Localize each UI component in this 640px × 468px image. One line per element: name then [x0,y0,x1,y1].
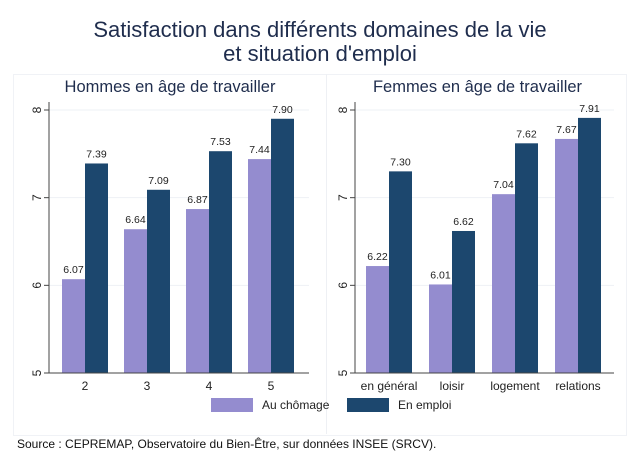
x-tick-label-hommes: 2 [82,379,89,393]
x-tick-label-femmes: logement [490,379,540,393]
panel-title-hommes: Hommes en âge de travailler [64,78,276,96]
y-tick-label-hommes: 8 [30,106,44,113]
data-label-femmes: 6.22 [367,251,388,263]
legend-item-au-chomage: Au chômage [211,398,329,412]
x-tick-label-hommes: 4 [206,379,213,393]
bar-femmes-au-chomage [555,138,578,373]
y-tick-label-femmes: 7 [336,194,350,201]
legend-item-en-emploi: En emploi [347,398,451,412]
panel-separator [326,74,327,434]
legend-swatch-au-chomage [211,398,253,412]
bar-hommes-en-emploi [209,151,232,373]
y-tick-label-hommes: 6 [30,282,44,289]
data-label-hommes: 7.44 [249,144,270,156]
chart-title-line-1: Satisfaction dans différents domaines de… [93,17,547,42]
y-tick-label-hommes: 7 [30,194,44,201]
data-label-femmes: 7.04 [493,179,514,191]
source-note: Source : CEPREMAP, Observatoire du Bien-… [17,437,437,451]
bar-femmes-au-chomage [429,284,452,373]
x-tick-label-femmes: en général [361,379,418,393]
x-tick-label-femmes: relations [555,379,600,393]
bar-femmes-en-emploi [452,230,475,373]
legend-swatch-en-emploi [347,398,389,412]
data-label-femmes: 6.62 [453,216,474,228]
legend-label-au-chomage: Au chômage [262,398,330,412]
y-tick-label-hommes: 5 [30,369,44,376]
data-label-femmes: 7.67 [556,124,577,136]
data-label-femmes: 6.01 [430,269,451,281]
y-tick-label-femmes: 5 [336,369,350,376]
data-label-femmes: 7.30 [390,156,411,168]
legend: Au chômage En emploi [0,398,640,418]
data-label-hommes: 6.87 [187,194,208,206]
bar-hommes-au-chomage [124,229,147,373]
bar-femmes-au-chomage [492,194,515,373]
y-tick-label-femmes: 6 [336,282,350,289]
legend-label-en-emploi: En emploi [398,398,452,412]
bar-hommes-en-emploi [147,189,170,373]
bar-hommes-en-emploi [271,118,294,374]
data-label-hommes: 6.64 [125,214,146,226]
x-tick-label-femmes: loisir [440,379,465,393]
y-tick-label-femmes: 8 [336,106,350,113]
bar-femmes-en-emploi [389,171,412,373]
data-label-femmes: 7.62 [516,128,537,140]
x-tick-label-hommes: 3 [144,379,151,393]
data-label-hommes: 7.53 [210,136,231,148]
bar-hommes-au-chomage [248,159,271,373]
data-label-hommes: 7.39 [86,148,107,160]
bar-hommes-au-chomage [186,209,209,373]
bar-femmes-au-chomage [366,266,389,373]
x-tick-label-hommes: 5 [268,379,275,393]
data-label-hommes: 7.90 [272,104,293,116]
chart-title-line-2: et situation d'emploi [223,41,417,66]
chart-title: Satisfaction dans différents domaines de… [0,18,640,66]
bar-femmes-en-emploi [515,143,538,373]
data-label-hommes: 7.09 [148,175,169,187]
bar-hommes-au-chomage [62,279,85,373]
bar-femmes-en-emploi [578,117,601,373]
data-label-femmes: 7.91 [579,103,600,115]
bar-hommes-en-emploi [85,163,108,373]
data-label-hommes: 6.07 [63,264,84,276]
panel-title-femmes: Femmes en âge de travailler [372,78,583,96]
